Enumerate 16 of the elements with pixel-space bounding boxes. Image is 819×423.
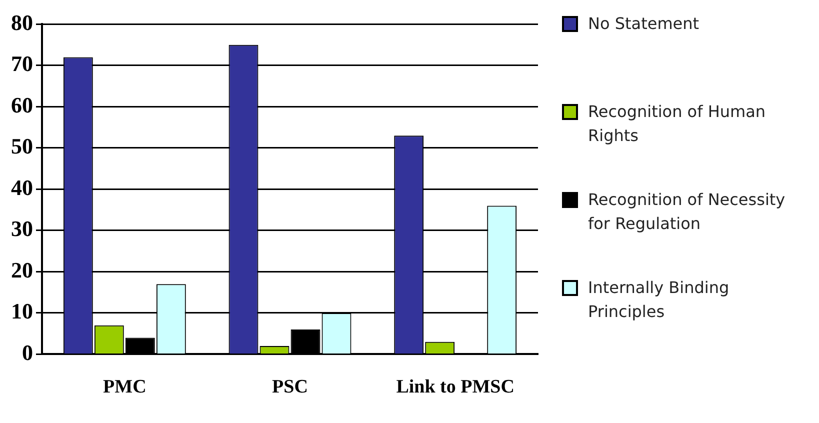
legend-label: No Statement: [588, 13, 700, 35]
y-tick-label: 30: [11, 216, 33, 242]
legend-label: Recognition of Human Rights: [588, 101, 767, 147]
y-tick-label: 20: [11, 257, 33, 282]
y-tick-label: 80: [11, 10, 33, 35]
y-tick-label: 10: [11, 298, 33, 324]
y-tick-label: 50: [11, 134, 33, 159]
x-tick-label: PMC: [103, 376, 146, 398]
x-tick-label: PSC: [272, 376, 308, 398]
legend-label: Recognition of Necessity for Regulation: [588, 189, 786, 235]
x-tick-label: Link to PMSC: [396, 376, 514, 398]
y-tick-label: 0: [22, 340, 33, 365]
y-tick-label: 60: [11, 92, 33, 118]
y-tick-label: 40: [11, 174, 33, 200]
legend-label: Internally Binding Principles: [588, 277, 730, 323]
y-tick-label: 70: [11, 51, 33, 76]
